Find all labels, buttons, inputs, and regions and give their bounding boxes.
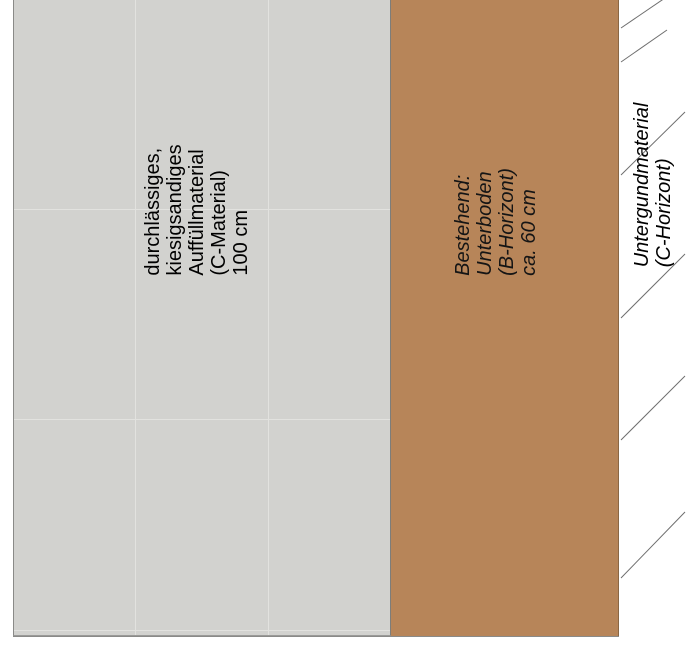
fill-line: kiesigsandiges [164,144,186,276]
texture-grid-line [268,0,269,635]
layer-bottom-line [13,636,619,637]
fill-line: 100 cm [230,210,252,276]
texture-grid-line [135,0,136,635]
texture-grid-line [14,419,390,420]
fill-line: (C-Material) [208,170,230,276]
fill-line: durchlässiges, [142,147,164,276]
bedrock-label: Untergundmaterial (C-Horizont) [631,103,675,268]
subsoil-line: Bestehend: [452,174,474,276]
texture-grid-line [14,630,390,631]
texture-grid-line [14,209,390,210]
bedrock-hatching [620,0,686,579]
fill-material-layer [13,0,391,636]
subsoil-layer [391,0,619,636]
subsoil-label: Bestehend: Unterboden (B-Horizont) ca. 6… [452,168,540,276]
fill-material-label: durchlässiges, kiesigsandiges Auffüllmat… [142,144,252,275]
bedrock-line: (C-Horizont) [653,158,675,268]
subsoil-line: ca. 60 cm [518,189,540,276]
bedrock-line: Untergundmaterial [631,102,653,268]
fill-line: Auffüllmaterial [186,149,208,276]
subsoil-line: Unterboden [474,171,496,276]
subsoil-line: (B-Horizont) [496,168,518,276]
